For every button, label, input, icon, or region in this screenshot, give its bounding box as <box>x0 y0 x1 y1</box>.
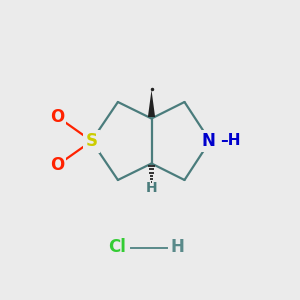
Polygon shape <box>148 90 155 117</box>
Text: H: H <box>170 238 184 256</box>
Text: Cl: Cl <box>108 238 126 256</box>
Text: O: O <box>50 156 64 174</box>
Text: N: N <box>202 132 215 150</box>
Text: –H: –H <box>220 133 241 148</box>
Text: O: O <box>50 108 64 126</box>
Text: H: H <box>146 181 157 194</box>
Text: S: S <box>85 132 98 150</box>
